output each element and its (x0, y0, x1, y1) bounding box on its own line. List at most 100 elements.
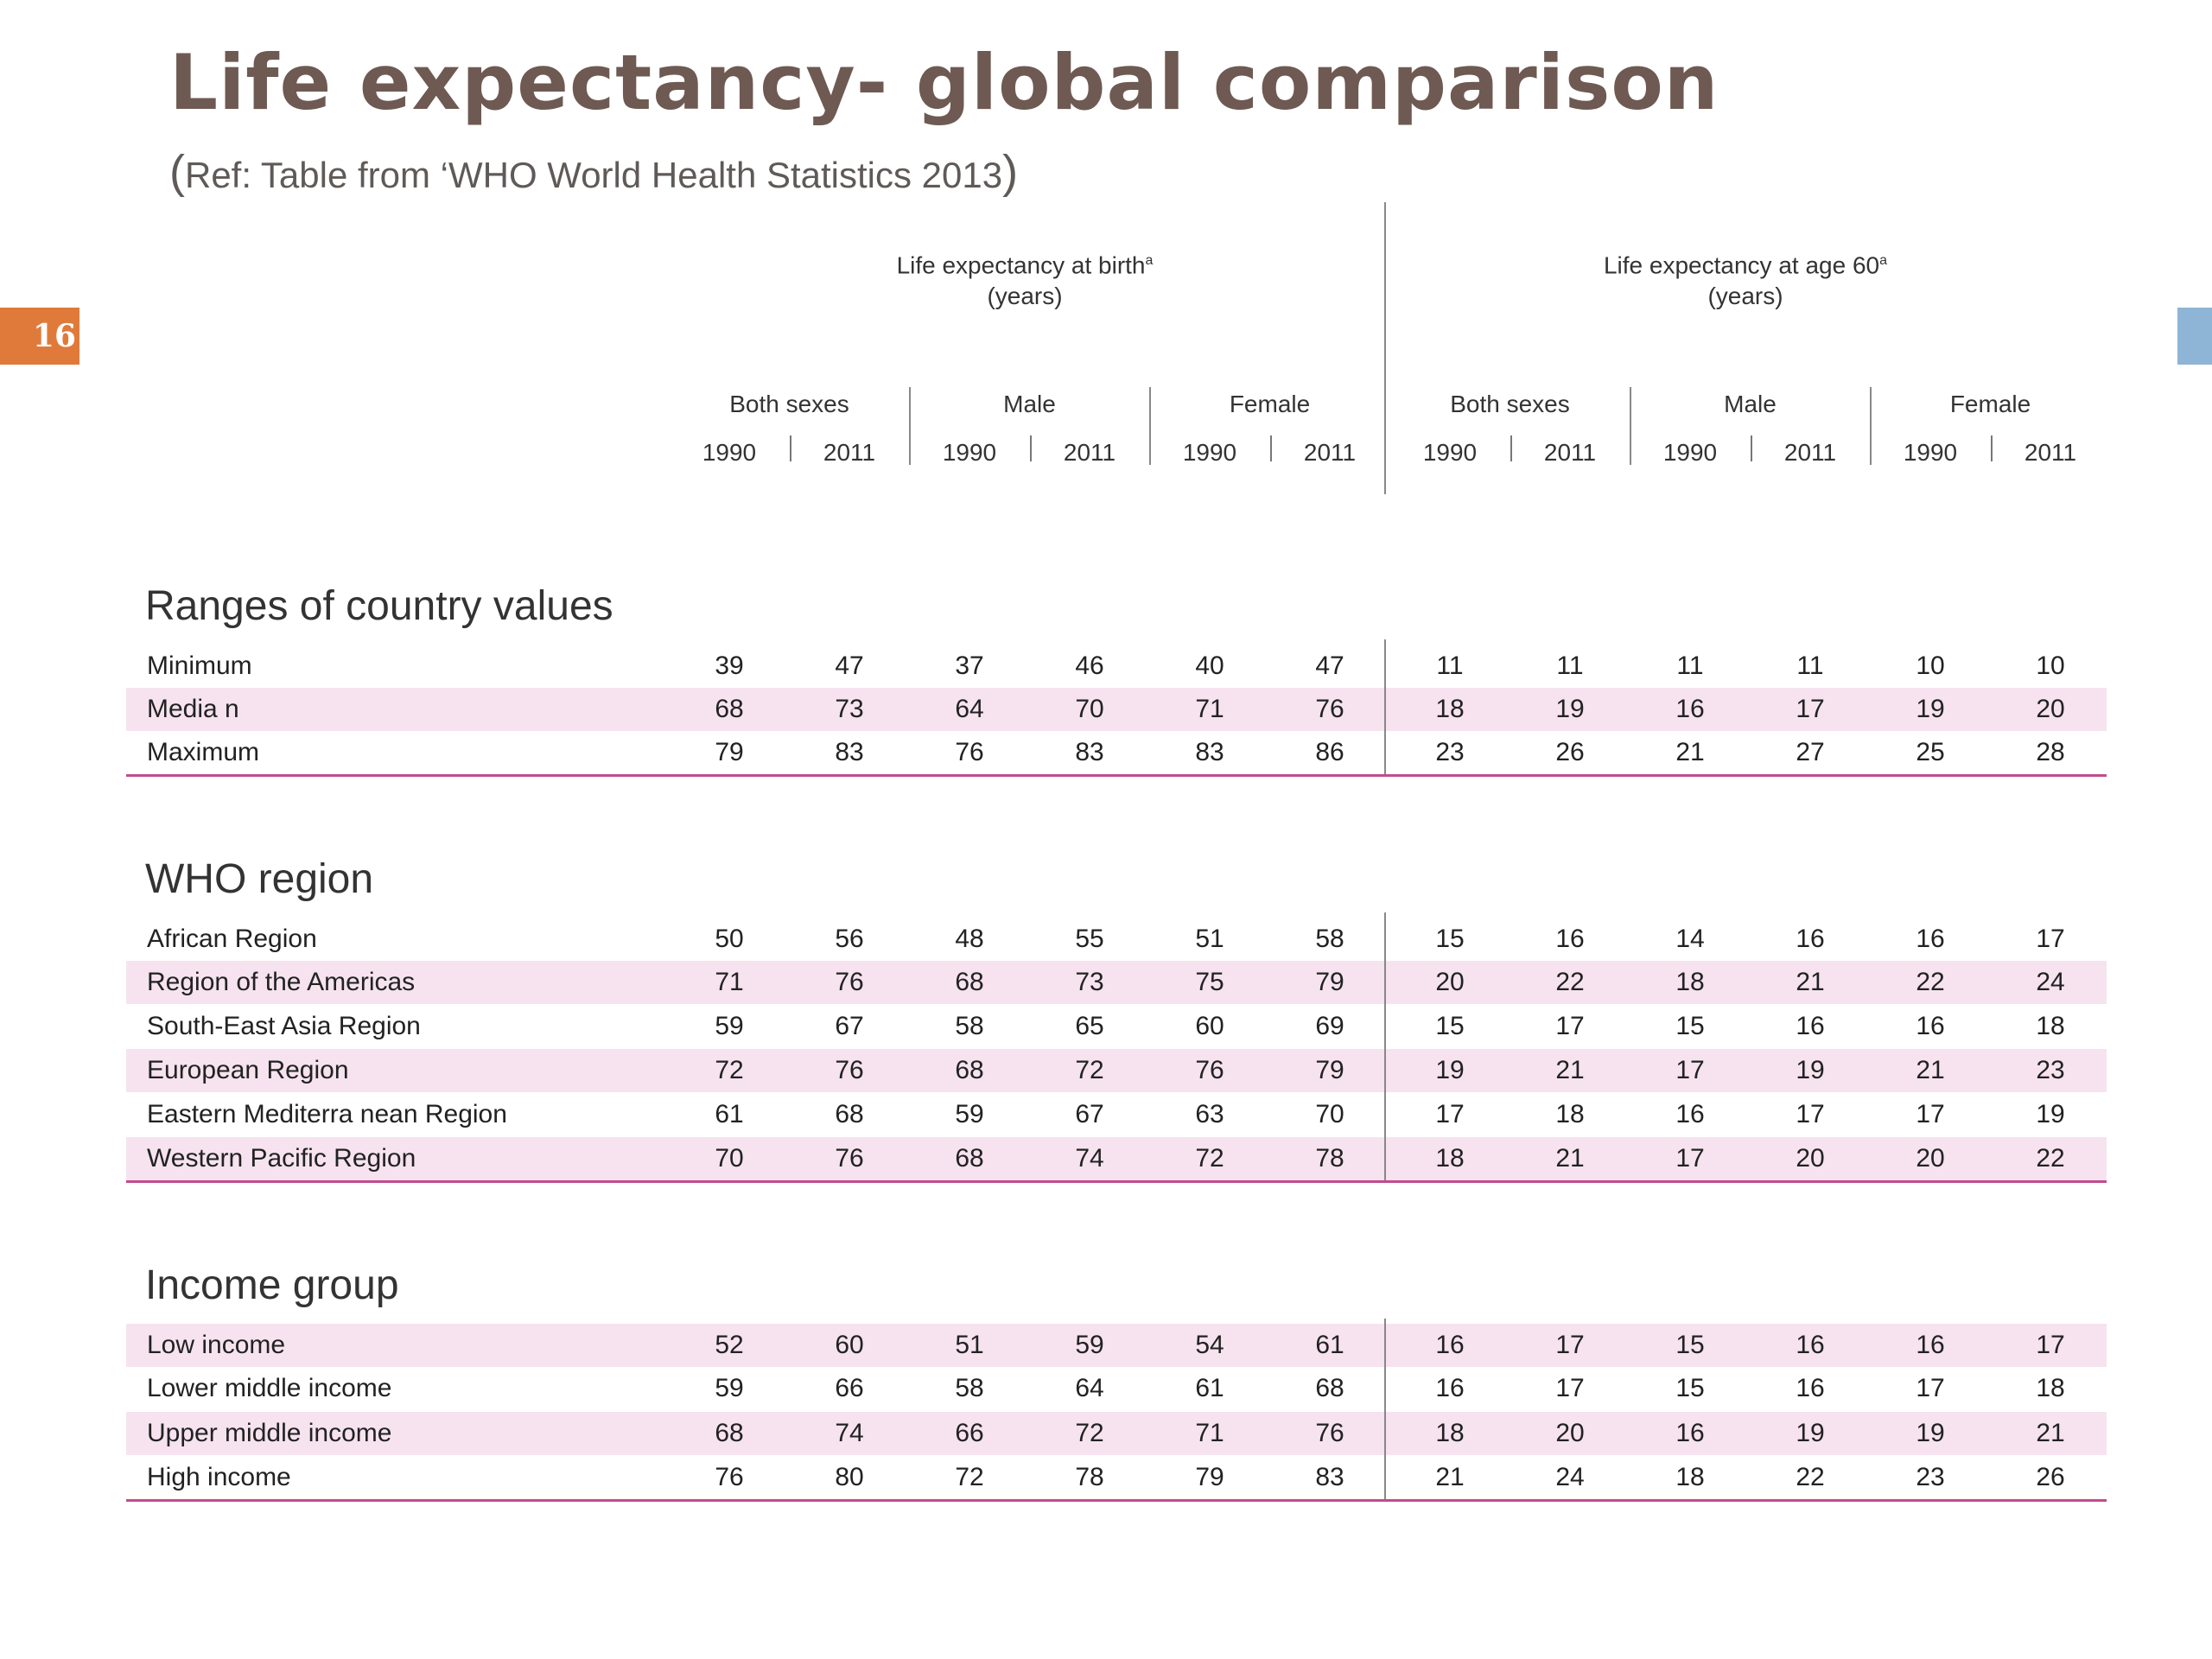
year-tick-11 (1990, 435, 1993, 461)
table-cell: 50 (715, 925, 744, 953)
table-cell: 27 (1796, 738, 1825, 766)
table-cell: 73 (1075, 968, 1104, 996)
group-header-5: Female (1949, 391, 2031, 417)
table-cell: 64 (1075, 1374, 1104, 1402)
table-row: Media n 68 73 64 70 71 76 18 19 16 17 19 20 (126, 688, 2107, 731)
table-cell: 15 (1675, 1374, 1705, 1402)
table-cell: 58 (1315, 925, 1344, 953)
table-cell: 68 (955, 1056, 984, 1084)
age60-header-superscript: a (1879, 253, 1888, 268)
section-bottom-rule-0 (126, 774, 2107, 777)
table-cell: 60 (835, 1331, 864, 1359)
section-column-divider-0 (1384, 639, 1386, 774)
row-label: Eastern Mediterra nean Region (147, 1100, 507, 1128)
table-cell: 11 (1436, 652, 1464, 680)
section-column-divider-2 (1384, 1319, 1386, 1499)
table-cell: 66 (835, 1374, 864, 1402)
table-cell: 70 (1315, 1100, 1344, 1128)
table-cell: 64 (955, 695, 984, 723)
group-header-3: Both sexes (1450, 391, 1570, 417)
section-bottom-rule-2 (126, 1499, 2107, 1502)
table-cell: 73 (835, 695, 864, 723)
table-cell: 39 (715, 652, 744, 680)
table-cell: 19 (1916, 1419, 1945, 1447)
table-cell: 19 (1555, 695, 1585, 723)
subtitle-open-paren: ( (169, 146, 185, 198)
table-cell: 68 (955, 968, 984, 996)
table-cell: 17 (1796, 1100, 1825, 1128)
table-cell: 15 (1675, 1331, 1705, 1359)
table-cell: 80 (835, 1463, 864, 1491)
table-cell: 79 (1315, 968, 1344, 996)
table-cell: 63 (1195, 1100, 1224, 1128)
year-header-3: 2011 (1063, 439, 1116, 466)
table-row: High income 76 80 72 78 79 83 21 24 18 22 23 26 (126, 1456, 2107, 1499)
table-cell: 15 (1675, 1012, 1705, 1040)
table-cell: 16 (1916, 925, 1945, 953)
table-cell: 21 (1796, 968, 1825, 996)
table-cell: 61 (715, 1100, 744, 1128)
table-cell: 67 (1075, 1100, 1104, 1128)
table-cell: 16 (1796, 1012, 1825, 1040)
birth-header-line2: (years) (987, 283, 1063, 310)
row-label: Maximum (147, 738, 260, 766)
table-cell: 48 (955, 925, 984, 953)
table-cell: 19 (2036, 1100, 2065, 1128)
year-header-11: 2011 (2024, 439, 2077, 466)
row-label: Media n (147, 695, 239, 723)
table-cell: 20 (2036, 695, 2065, 723)
table-cell: 24 (1555, 1463, 1585, 1491)
table-cell: 23 (1435, 738, 1465, 766)
table-cell: 20 (1916, 1144, 1945, 1173)
table-cell: 21 (2036, 1419, 2065, 1447)
table-cell: 11 (1676, 652, 1704, 680)
table-cell: 18 (1555, 1100, 1585, 1128)
table-cell: 59 (715, 1012, 744, 1040)
table-cell: 17 (2036, 1331, 2065, 1359)
group-divider-1 (909, 387, 911, 465)
table-cell: 78 (1075, 1463, 1104, 1491)
table-cell: 17 (1916, 1374, 1945, 1402)
year-tick-1 (789, 435, 791, 461)
row-label: Low income (147, 1331, 286, 1359)
subtitle-close-paren: ) (1002, 146, 1019, 198)
table-cell: 76 (1315, 1419, 1344, 1447)
table-cell: 17 (1796, 695, 1825, 723)
row-label: South-East Asia Region (147, 1012, 421, 1040)
table-cell: 83 (835, 738, 864, 766)
table-cell: 11 (1796, 652, 1824, 680)
table-cell: 14 (1675, 925, 1705, 953)
table-cell: 19 (1796, 1056, 1825, 1084)
table-cell: 17 (1555, 1374, 1585, 1402)
table-cell: 23 (1916, 1463, 1945, 1491)
table-cell: 70 (715, 1144, 744, 1173)
year-tick-7 (1510, 435, 1512, 461)
table-cell: 22 (1555, 968, 1585, 996)
year-header-1: 2011 (823, 439, 876, 466)
table-cell: 16 (1796, 1331, 1825, 1359)
table-cell: 17 (1435, 1100, 1465, 1128)
table-cell: 71 (1195, 1419, 1224, 1447)
year-header-10: 1990 (1903, 439, 1958, 466)
table-cell: 28 (2036, 738, 2065, 766)
row-label: Upper middle income (147, 1419, 392, 1447)
table-cell: 54 (1195, 1331, 1224, 1359)
table-row: Region of the Americas 71 76 68 73 75 79 20 22 18… (126, 961, 2107, 1004)
table-cell: 17 (1555, 1012, 1585, 1040)
table-cell: 18 (1435, 695, 1465, 723)
header-column-divider (1384, 202, 1386, 494)
group-header-1: Male (1003, 391, 1056, 417)
table-cell: 26 (1555, 738, 1585, 766)
table-cell: 20 (1555, 1419, 1585, 1447)
table-cell: 59 (955, 1100, 984, 1128)
table-cell: 21 (1555, 1144, 1585, 1173)
group-header-0: Both sexes (729, 391, 849, 417)
year-header-0: 1990 (702, 439, 757, 466)
table-cell: 79 (1315, 1056, 1344, 1084)
table-cell: 86 (1315, 738, 1344, 766)
table-cell: 40 (1195, 652, 1224, 680)
table-cell: 66 (955, 1419, 984, 1447)
table-row: Eastern Mediterra nean Region 61 68 59 67 63 7… (126, 1093, 2107, 1136)
table-cell: 21 (1435, 1463, 1465, 1491)
table-row: Lower middle income 59 66 58 64 61 68 16 17 15 16 1… (126, 1367, 2107, 1410)
